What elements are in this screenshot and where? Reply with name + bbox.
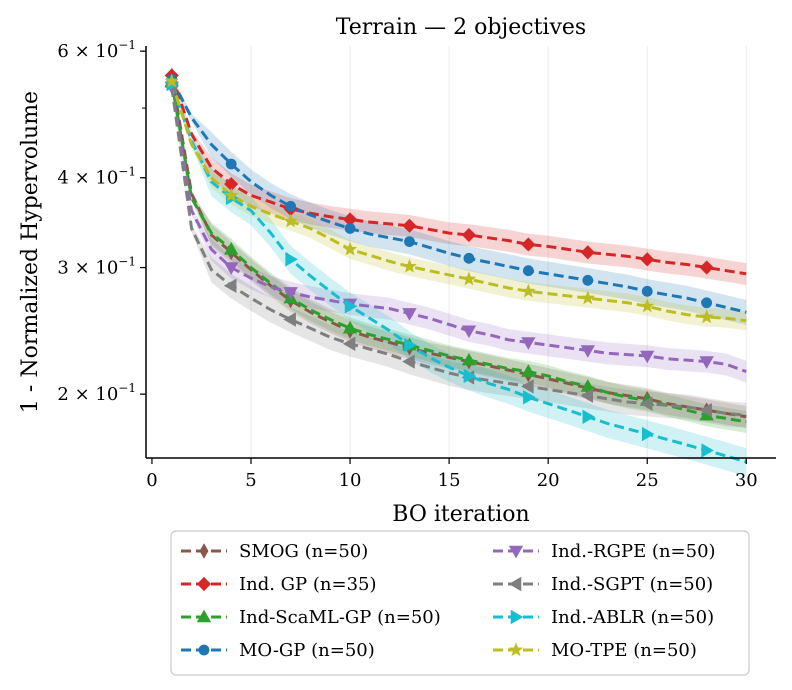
x-tick-label: 0 xyxy=(146,470,157,491)
point-mo-tpe xyxy=(164,73,179,88)
point-ind-rgpe xyxy=(580,345,595,358)
point-ind-gp xyxy=(402,218,417,233)
y-axis-ticks: 2 × 10−1 3 × 10−1 4 × 10−1 6 × 10−1 xyxy=(57,38,146,405)
point-ind-gp xyxy=(521,237,536,252)
legend-label-mo-gp: MO-GP (n=50) xyxy=(239,640,375,661)
x-tick-label: 5 xyxy=(245,470,256,491)
point-ind-rgpe xyxy=(699,356,714,369)
y-tick-label: 6 × 10−1 xyxy=(57,38,136,62)
x-tick-label: 15 xyxy=(438,470,461,491)
point-mo-tpe xyxy=(699,309,714,324)
point-mo-gp xyxy=(225,158,237,170)
band-ind-rgpe xyxy=(171,83,747,383)
point-ind-sgpt xyxy=(580,388,594,403)
point-mo-tpe xyxy=(342,241,358,256)
legend: SMOG (n=50) Ind. GP (n=35) Ind-ScaML-GP (n… xyxy=(170,530,750,676)
x-tick-label: 30 xyxy=(735,470,758,491)
legend-marker-ind-rgpe xyxy=(508,545,524,559)
point-ind-ablr xyxy=(404,337,417,353)
y-tick-label: 3 × 10−1 xyxy=(57,255,136,279)
point-mo-gp xyxy=(582,274,594,286)
point-ind-gp xyxy=(640,252,655,267)
point-mo-tpe xyxy=(223,187,239,202)
point-ind-gp xyxy=(580,245,595,260)
point-ind-ablr xyxy=(463,368,477,384)
point-ind-sgpt xyxy=(342,336,356,351)
legend-marker-mo-tpe xyxy=(508,642,524,657)
point-mo-gp xyxy=(344,223,356,234)
y-axis-label: 1 - Normalized Hypervolume xyxy=(18,91,43,413)
point-ind-scaml-gp xyxy=(521,364,536,377)
point-ind-sgpt xyxy=(283,312,296,327)
point-mo-tpe xyxy=(283,213,298,228)
point-ind-sgpt xyxy=(699,402,712,418)
legend-marker-ind-sgpt xyxy=(508,576,522,592)
point-ind-scaml-gp xyxy=(580,379,595,392)
point-ind-rgpe xyxy=(521,337,536,350)
legend-label-ind-rgpe: Ind.-RGPE (n=50) xyxy=(551,541,716,562)
legend-box xyxy=(170,530,750,676)
point-ind-ablr xyxy=(285,252,298,267)
point-mo-tpe xyxy=(402,258,417,273)
point-mo-gp xyxy=(641,285,653,297)
point-ind-gp xyxy=(461,227,476,243)
legend-marker-ind-scaml-gp xyxy=(196,609,212,623)
band-ind-scaml-gp xyxy=(171,77,747,433)
legend-label-smog: SMOG (n=50) xyxy=(239,541,368,562)
x-axis-ticks: 0 5 10 15 20 25 30 xyxy=(146,458,758,491)
y-tick-label: 2 × 10−1 xyxy=(57,381,136,405)
legend-label-ind-sgpt: Ind.-SGPT (n=50) xyxy=(551,574,713,595)
series-markers xyxy=(164,67,714,458)
legend-label-ind-scaml-gp: Ind-ScaML-GP (n=50) xyxy=(239,607,441,628)
point-ind-ablr xyxy=(701,443,714,458)
x-tick-label: 25 xyxy=(636,470,659,491)
point-mo-gp xyxy=(463,252,475,264)
x-tick-label: 10 xyxy=(339,470,362,491)
point-ind-ablr xyxy=(641,426,655,442)
point-mo-gp xyxy=(404,236,415,248)
point-ind-ablr xyxy=(582,409,596,424)
point-ind-sgpt xyxy=(223,278,237,293)
legend-label-ind-ablr: Ind.-ABLR (n=50) xyxy=(551,607,714,628)
point-ind-rgpe xyxy=(640,350,655,364)
legend-label-mo-tpe: MO-TPE (n=50) xyxy=(551,640,697,661)
legend-marker-mo-gp xyxy=(198,644,210,656)
legend-marker-smog xyxy=(199,543,209,559)
y-tick-label: 4 × 10−1 xyxy=(57,165,136,189)
point-mo-tpe xyxy=(461,271,477,286)
point-mo-tpe xyxy=(639,298,655,313)
point-mo-gp xyxy=(285,200,297,212)
point-ind-gp xyxy=(699,260,714,275)
band-ind-sgpt xyxy=(171,83,747,428)
point-ind-ablr xyxy=(523,390,536,405)
point-ind-rgpe xyxy=(283,287,298,300)
x-axis-label: BO iteration xyxy=(392,502,529,527)
grid xyxy=(250,46,747,458)
point-ind-scaml-gp xyxy=(461,352,477,366)
point-mo-tpe xyxy=(521,283,536,298)
point-mo-gp xyxy=(701,297,713,309)
band-ind-ablr xyxy=(171,79,747,477)
point-ind-rgpe xyxy=(461,325,477,339)
point-mo-gp xyxy=(522,265,534,277)
point-ind-scaml-gp xyxy=(342,320,358,334)
point-ind-sgpt xyxy=(521,379,534,394)
band-mo-tpe xyxy=(171,78,747,331)
line-mo-tpe xyxy=(170,80,747,323)
point-ind-rgpe xyxy=(402,308,417,321)
point-ind-sgpt xyxy=(402,354,415,369)
point-ind-ablr xyxy=(344,299,358,314)
legend-marker-ind-gp xyxy=(196,576,212,592)
point-mo-tpe xyxy=(580,290,596,305)
chart-title: Terrain — 2 objectives xyxy=(336,15,586,40)
x-tick-label: 20 xyxy=(537,470,560,491)
legend-label-ind-gp: Ind. GP (n=35) xyxy=(239,574,377,595)
point-ind-sgpt xyxy=(639,396,653,411)
point-ind-scaml-gp xyxy=(223,242,239,255)
point-ind-rgpe xyxy=(223,262,239,275)
legend-marker-ind-ablr xyxy=(510,609,524,625)
